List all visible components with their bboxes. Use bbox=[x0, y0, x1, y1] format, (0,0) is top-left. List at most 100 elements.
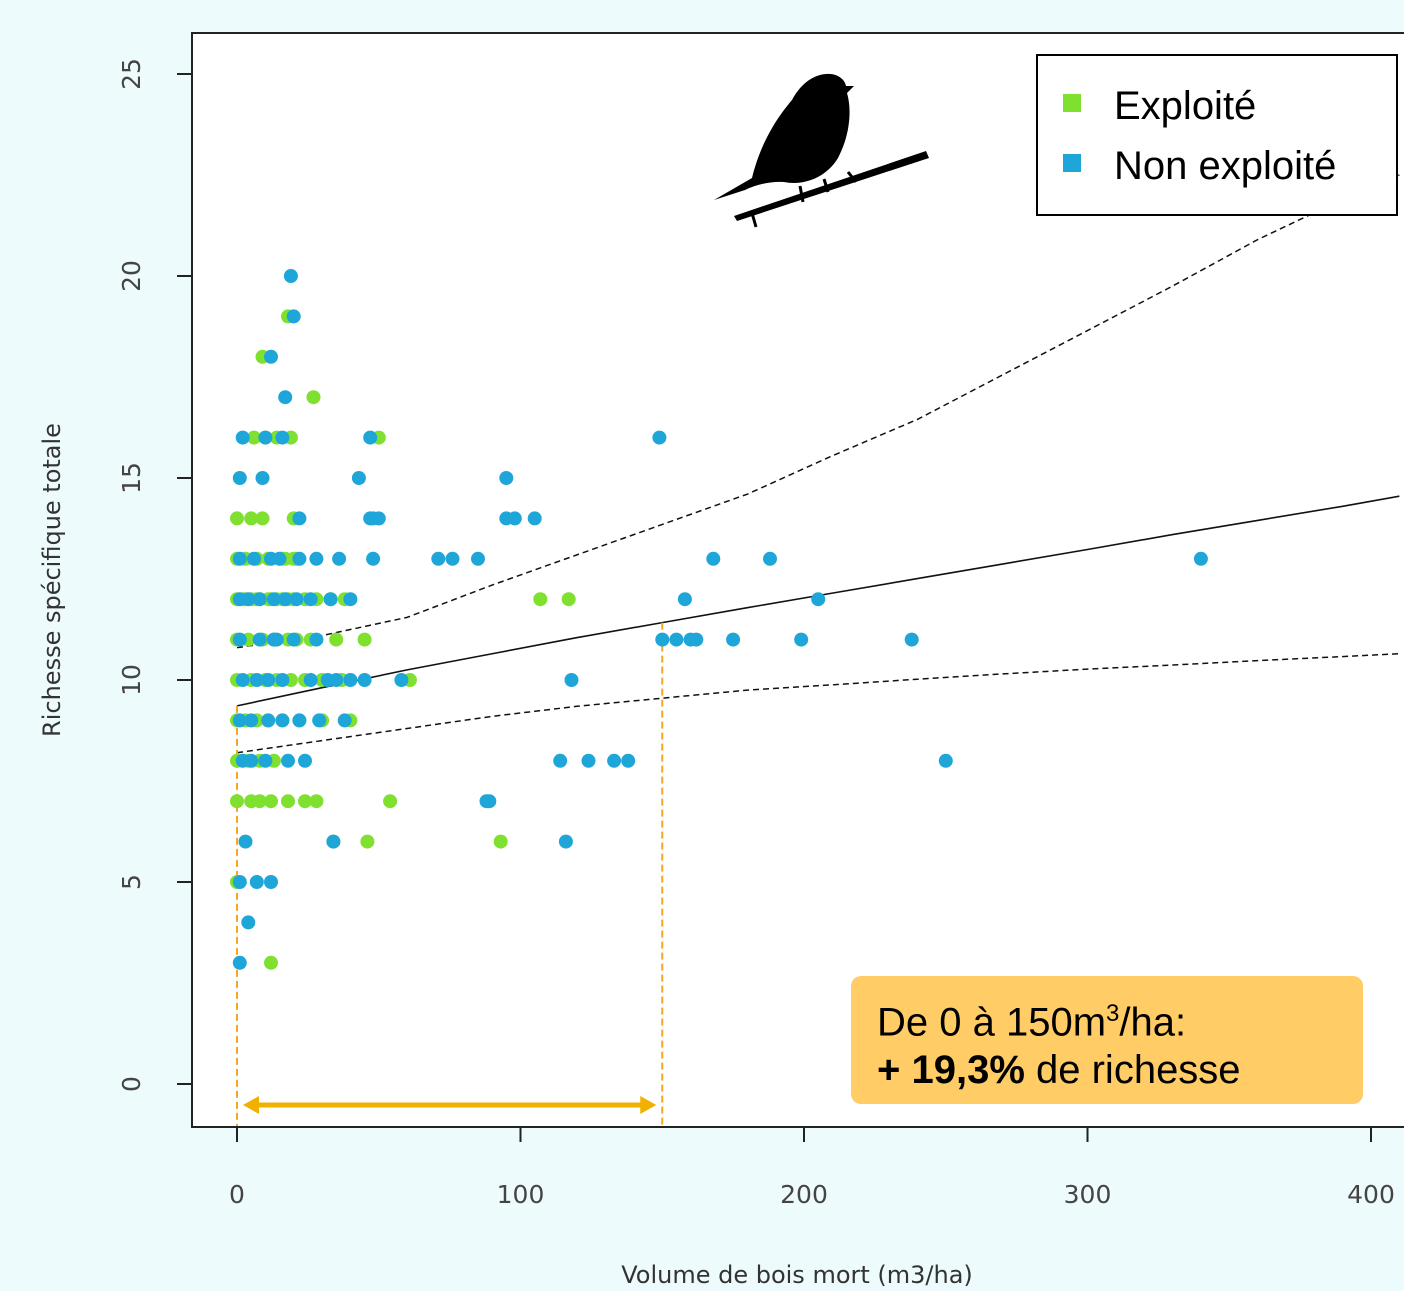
point-exploite bbox=[533, 592, 548, 607]
point-non-exploite bbox=[249, 875, 264, 889]
point-non-exploite bbox=[252, 632, 267, 647]
point-non-exploite bbox=[309, 632, 324, 647]
point-exploite bbox=[281, 794, 295, 809]
range-arrow-head-right bbox=[640, 1096, 657, 1114]
point-exploite bbox=[360, 834, 375, 849]
point-non-exploite bbox=[689, 632, 704, 647]
legend-label-non-exploite: Non exploité bbox=[1114, 144, 1336, 188]
legend-label-exploite: Exploité bbox=[1114, 84, 1256, 128]
point-non-exploite bbox=[278, 390, 293, 405]
point-non-exploite bbox=[507, 511, 522, 526]
point-non-exploite bbox=[553, 753, 568, 768]
point-non-exploite bbox=[343, 592, 358, 607]
point-non-exploite bbox=[329, 673, 344, 687]
point-non-exploite bbox=[479, 794, 494, 809]
point-non-exploite bbox=[445, 551, 460, 566]
point-non-exploite bbox=[289, 592, 304, 607]
point-non-exploite bbox=[244, 753, 259, 768]
point-exploite bbox=[244, 511, 259, 526]
point-non-exploite bbox=[281, 753, 295, 768]
point-exploite bbox=[561, 592, 576, 607]
regression-line bbox=[236, 495, 1400, 707]
point-non-exploite bbox=[394, 673, 409, 687]
point-non-exploite bbox=[275, 713, 290, 728]
point-non-exploite bbox=[726, 632, 741, 647]
y-axis-ticks: 0 5 10 15 20 25 bbox=[117, 58, 192, 1092]
x-tick-label: 100 bbox=[497, 1180, 545, 1209]
point-non-exploite bbox=[272, 551, 287, 566]
data-points bbox=[230, 269, 1208, 970]
point-non-exploite bbox=[621, 753, 636, 768]
x-axis-ticks: 0 100 200 300 400 bbox=[229, 1127, 1395, 1209]
point-non-exploite bbox=[258, 430, 273, 445]
x-tick-label: 300 bbox=[1064, 1180, 1112, 1209]
point-non-exploite bbox=[763, 551, 777, 566]
point-non-exploite bbox=[232, 471, 247, 485]
point-non-exploite bbox=[669, 632, 684, 647]
point-exploite bbox=[230, 794, 244, 809]
point-non-exploite bbox=[261, 713, 276, 728]
point-non-exploite bbox=[303, 673, 318, 687]
ci-upper-line bbox=[236, 174, 1400, 649]
point-non-exploite bbox=[241, 592, 256, 607]
y-axis-label: Richesse spécifique totale bbox=[38, 423, 66, 737]
point-non-exploite bbox=[232, 713, 247, 728]
point-non-exploite bbox=[255, 471, 270, 485]
point-non-exploite bbox=[471, 551, 485, 566]
point-non-exploite bbox=[337, 713, 352, 728]
point-non-exploite bbox=[371, 511, 386, 526]
point-non-exploite bbox=[232, 955, 247, 970]
x-tick-label: 0 bbox=[229, 1180, 245, 1209]
point-non-exploite bbox=[258, 753, 273, 768]
bird-icon bbox=[714, 73, 929, 228]
range-arrow-head-left bbox=[243, 1096, 259, 1114]
callout-line-2: + 19,3% de richesse bbox=[877, 1046, 1363, 1094]
point-non-exploite bbox=[264, 349, 278, 364]
point-non-exploite bbox=[558, 834, 573, 849]
callout-suffix: /ha: bbox=[1119, 1000, 1187, 1045]
point-exploite bbox=[247, 430, 261, 445]
point-non-exploite bbox=[332, 551, 347, 566]
point-non-exploite bbox=[249, 673, 264, 687]
point-non-exploite bbox=[232, 551, 247, 566]
point-non-exploite bbox=[323, 592, 338, 607]
point-non-exploite bbox=[794, 632, 809, 647]
plot-border bbox=[191, 32, 1404, 1128]
fit-line bbox=[236, 495, 1400, 707]
ci-lower-line bbox=[236, 652, 1400, 754]
point-non-exploite bbox=[235, 673, 250, 687]
point-non-exploite bbox=[266, 592, 281, 607]
point-non-exploite bbox=[298, 753, 312, 768]
point-non-exploite bbox=[292, 511, 307, 526]
legend-swatch-exploite bbox=[1063, 94, 1081, 112]
point-exploite bbox=[493, 834, 508, 849]
legend-box bbox=[1036, 54, 1398, 216]
point-non-exploite bbox=[292, 551, 307, 566]
point-non-exploite bbox=[232, 632, 247, 647]
point-non-exploite bbox=[275, 430, 290, 445]
point-exploite bbox=[264, 794, 278, 809]
confidence-bands bbox=[236, 174, 1400, 754]
point-non-exploite bbox=[326, 834, 341, 849]
range-markers bbox=[236, 622, 664, 1127]
point-non-exploite bbox=[607, 753, 622, 768]
callout-percentage: + 19,3% bbox=[877, 1048, 1025, 1093]
y-tick-label: 5 bbox=[117, 874, 146, 890]
point-exploite bbox=[255, 511, 270, 526]
point-non-exploite bbox=[581, 753, 596, 768]
point-non-exploite bbox=[1193, 551, 1208, 566]
point-non-exploite bbox=[431, 551, 446, 566]
callout-rest: de richesse bbox=[1024, 1048, 1241, 1093]
point-non-exploite bbox=[312, 713, 327, 728]
y-tick-label: 10 bbox=[117, 664, 146, 696]
annotation-callout: De 0 à 150m3/ha: + 19,3% de richesse bbox=[851, 976, 1363, 1104]
point-non-exploite bbox=[357, 673, 372, 687]
point-non-exploite bbox=[343, 673, 358, 687]
point-non-exploite bbox=[232, 875, 247, 889]
y-tick-label: 15 bbox=[117, 462, 146, 494]
point-non-exploite bbox=[366, 551, 381, 566]
callout-superscript: 3 bbox=[1106, 1000, 1120, 1027]
point-non-exploite bbox=[904, 632, 919, 647]
x-axis-label: Volume de bois mort (m3/ha) bbox=[621, 1261, 973, 1289]
point-non-exploite bbox=[264, 875, 278, 889]
